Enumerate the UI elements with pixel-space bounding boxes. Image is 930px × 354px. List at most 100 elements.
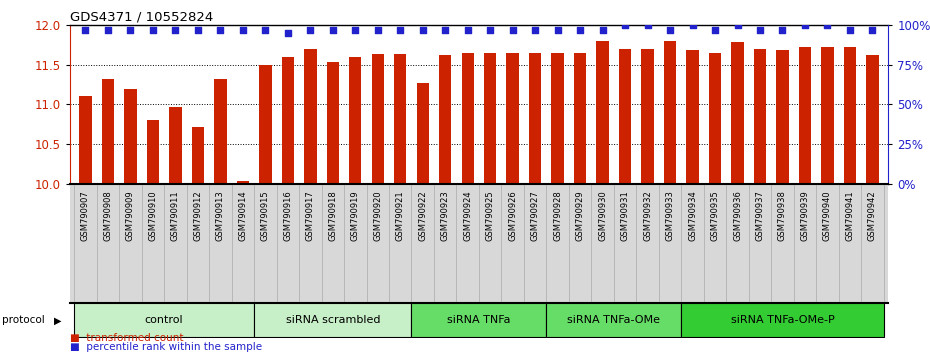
Text: GSM790914: GSM790914 xyxy=(238,190,247,241)
Point xyxy=(618,22,632,28)
Text: GSM790931: GSM790931 xyxy=(620,190,630,241)
Point xyxy=(100,27,115,32)
Point xyxy=(573,27,588,32)
Text: GSM790925: GSM790925 xyxy=(485,190,495,241)
Point xyxy=(191,27,206,32)
Text: GSM790915: GSM790915 xyxy=(260,190,270,241)
Bar xyxy=(664,41,676,184)
Bar xyxy=(417,83,429,184)
Text: GSM790929: GSM790929 xyxy=(576,190,585,241)
Bar xyxy=(169,107,181,184)
Point xyxy=(685,22,700,28)
Point xyxy=(708,27,723,32)
Point xyxy=(235,27,250,32)
Bar xyxy=(642,49,654,184)
Text: siRNA TNFa-OMe: siRNA TNFa-OMe xyxy=(567,315,660,325)
Text: GSM790927: GSM790927 xyxy=(531,190,539,241)
Text: GSM790923: GSM790923 xyxy=(441,190,450,241)
Text: GDS4371 / 10552824: GDS4371 / 10552824 xyxy=(70,11,213,24)
Text: ■  transformed count: ■ transformed count xyxy=(70,333,183,343)
Point xyxy=(392,27,407,32)
Point xyxy=(843,27,857,32)
Bar xyxy=(686,50,698,184)
Text: GSM790932: GSM790932 xyxy=(643,190,652,241)
Bar xyxy=(439,55,451,184)
Text: GSM790930: GSM790930 xyxy=(598,190,607,241)
Bar xyxy=(574,53,586,184)
Bar xyxy=(192,127,204,184)
Point xyxy=(281,30,296,35)
Point xyxy=(416,27,431,32)
Bar xyxy=(147,120,159,184)
Text: GSM790916: GSM790916 xyxy=(284,190,292,241)
Bar xyxy=(799,47,811,184)
Bar xyxy=(777,50,789,184)
Text: ▶: ▶ xyxy=(54,315,61,325)
Point xyxy=(551,27,565,32)
Bar xyxy=(79,97,92,184)
Point xyxy=(527,27,542,32)
Bar xyxy=(709,53,721,184)
Point xyxy=(865,27,880,32)
Bar xyxy=(821,47,833,184)
Point xyxy=(752,27,767,32)
FancyBboxPatch shape xyxy=(682,303,883,337)
Text: GSM790912: GSM790912 xyxy=(193,190,203,241)
Text: siRNA TNFa-OMe-P: siRNA TNFa-OMe-P xyxy=(731,315,834,325)
Text: GSM790940: GSM790940 xyxy=(823,190,832,241)
Text: GSM790918: GSM790918 xyxy=(328,190,338,241)
Bar xyxy=(529,53,541,184)
Text: GSM790908: GSM790908 xyxy=(103,190,113,241)
Text: GSM790909: GSM790909 xyxy=(126,190,135,241)
Text: GSM790922: GSM790922 xyxy=(418,190,427,241)
Bar xyxy=(372,54,384,184)
Point xyxy=(213,27,228,32)
Text: GSM790907: GSM790907 xyxy=(81,190,90,241)
FancyBboxPatch shape xyxy=(74,303,254,337)
Bar xyxy=(394,54,406,184)
Point xyxy=(662,27,677,32)
Point xyxy=(258,27,272,32)
Point xyxy=(303,27,318,32)
Text: GSM790928: GSM790928 xyxy=(553,190,562,241)
Point xyxy=(326,27,340,32)
Bar xyxy=(484,53,497,184)
Text: ■  percentile rank within the sample: ■ percentile rank within the sample xyxy=(70,342,262,352)
Text: GSM790935: GSM790935 xyxy=(711,190,720,241)
Text: siRNA scrambled: siRNA scrambled xyxy=(286,315,380,325)
Text: GSM790933: GSM790933 xyxy=(666,190,674,241)
Bar xyxy=(596,41,609,184)
Bar xyxy=(237,181,249,184)
Text: GSM790910: GSM790910 xyxy=(149,190,157,241)
Text: GSM790911: GSM790911 xyxy=(171,190,179,241)
Point xyxy=(78,27,93,32)
Text: GSM790938: GSM790938 xyxy=(778,190,787,241)
Point xyxy=(438,27,453,32)
Point xyxy=(775,27,790,32)
Text: GSM790936: GSM790936 xyxy=(733,190,742,241)
Point xyxy=(370,27,385,32)
Text: protocol: protocol xyxy=(2,315,45,325)
Bar xyxy=(349,57,362,184)
Text: GSM790921: GSM790921 xyxy=(396,190,405,241)
Text: GSM790917: GSM790917 xyxy=(306,190,315,241)
Bar xyxy=(731,42,744,184)
Text: GSM790924: GSM790924 xyxy=(463,190,472,241)
Point xyxy=(595,27,610,32)
Bar xyxy=(866,55,879,184)
Bar xyxy=(844,47,857,184)
Bar xyxy=(326,62,339,184)
Bar xyxy=(259,64,272,184)
Point xyxy=(145,27,160,32)
Bar xyxy=(507,53,519,184)
FancyBboxPatch shape xyxy=(411,303,547,337)
Text: GSM790920: GSM790920 xyxy=(373,190,382,241)
FancyBboxPatch shape xyxy=(254,303,411,337)
Point xyxy=(460,27,475,32)
Point xyxy=(123,27,138,32)
Text: GSM790939: GSM790939 xyxy=(801,190,809,241)
Text: GSM790926: GSM790926 xyxy=(508,190,517,241)
Bar xyxy=(125,88,137,184)
Text: GSM790913: GSM790913 xyxy=(216,190,225,241)
Bar xyxy=(461,53,474,184)
